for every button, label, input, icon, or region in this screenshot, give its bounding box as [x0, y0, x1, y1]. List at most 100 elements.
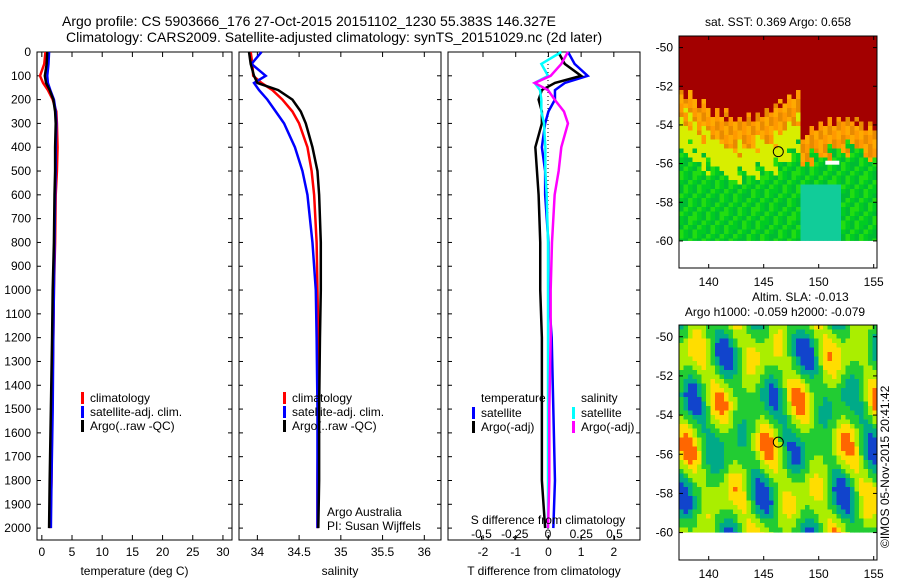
map-cell [832, 505, 837, 510]
map-cell [733, 334, 738, 339]
map-cell [737, 157, 743, 163]
map-cell [845, 379, 851, 384]
map-cell [742, 469, 747, 474]
map-cell [782, 81, 788, 86]
top-x-tick-label: -0.5 [471, 527, 492, 541]
legend-label: climatology [292, 391, 352, 405]
map-cell [679, 67, 684, 73]
map-cell [706, 171, 711, 176]
map-cell [692, 220, 698, 226]
map-cell [778, 446, 783, 452]
map-cell [841, 446, 846, 452]
map-cell [805, 424, 810, 429]
map-cell [719, 527, 725, 533]
map-cell [836, 49, 842, 55]
map-cell [782, 329, 788, 335]
map-cell [755, 193, 761, 199]
map-cell [805, 234, 810, 239]
map-cell [724, 198, 729, 203]
map-cell [778, 180, 783, 185]
map-cell [697, 112, 702, 118]
map-cell [818, 175, 824, 181]
map-cell [809, 94, 815, 100]
map-cell [787, 532, 792, 533]
map-cell [742, 356, 747, 362]
map-cell [751, 505, 756, 510]
map-cell [769, 392, 774, 398]
y-tick-label: 700 [11, 212, 31, 226]
map-cell [724, 76, 729, 82]
map-cell [724, 410, 729, 416]
map-cell [850, 225, 855, 230]
map-cell [778, 500, 783, 506]
map-cell [697, 347, 702, 353]
map-cell [701, 67, 707, 73]
map-cell [845, 518, 851, 524]
map-cell [751, 442, 756, 447]
map-cell [737, 334, 743, 339]
map-cell [805, 460, 810, 465]
map-cell [841, 460, 846, 465]
map-cell [697, 527, 702, 533]
map-cell [814, 469, 819, 474]
map-cell [688, 514, 693, 519]
map-cell [827, 532, 833, 533]
panel-frame-2 [238, 51, 442, 541]
map-cell [715, 157, 720, 163]
map-cell [760, 153, 765, 158]
map-cell [719, 329, 725, 335]
map-cell [773, 103, 779, 109]
map-cell [778, 383, 783, 389]
map-cell [791, 58, 797, 64]
map-cell [706, 487, 711, 492]
map-cell [823, 343, 828, 348]
map-cell [683, 117, 689, 122]
map-cell [773, 482, 779, 488]
map-cell [863, 121, 869, 127]
map-cell [773, 496, 779, 501]
map-cell [764, 184, 770, 190]
map-cell [832, 58, 837, 64]
map-cell [715, 36, 720, 41]
map-cell [706, 184, 711, 190]
map-cell [827, 67, 833, 73]
map-cell [782, 370, 788, 375]
map-cell [805, 478, 810, 483]
map-cell [845, 238, 851, 241]
map-cell [859, 325, 864, 330]
map-cell [782, 58, 788, 64]
map-cell [710, 180, 716, 185]
map-cell [782, 184, 788, 190]
map-cell [809, 54, 815, 59]
map-cell [746, 99, 752, 104]
map-cell [800, 189, 806, 194]
map-cell [872, 370, 878, 375]
map-cell [845, 460, 851, 465]
map-cell [701, 72, 707, 77]
map-cell [746, 189, 752, 194]
map-cell [733, 126, 738, 131]
map-cell [854, 365, 860, 371]
map-cell [872, 518, 878, 524]
map-cell [854, 103, 860, 109]
map-x-tick-label: 150 [809, 275, 829, 289]
map-cell [692, 216, 698, 221]
map-cell [746, 392, 752, 398]
map-cell [733, 383, 738, 389]
map-cell [755, 220, 761, 226]
map-cell [733, 216, 738, 221]
map-cell [778, 532, 783, 533]
map-cell [836, 103, 842, 109]
map-cell [715, 99, 720, 104]
map-cell [823, 505, 828, 510]
map-cell [715, 406, 720, 411]
map-cell [728, 496, 734, 501]
map-cell [733, 225, 738, 230]
map-cell [778, 514, 783, 519]
map-cell [724, 153, 729, 158]
map-cell [863, 410, 869, 416]
map-cell [823, 325, 828, 330]
map-cell [688, 491, 693, 497]
x-tick-label: 15 [126, 545, 140, 559]
legend-label: Argo(..raw -QC) [90, 419, 175, 433]
